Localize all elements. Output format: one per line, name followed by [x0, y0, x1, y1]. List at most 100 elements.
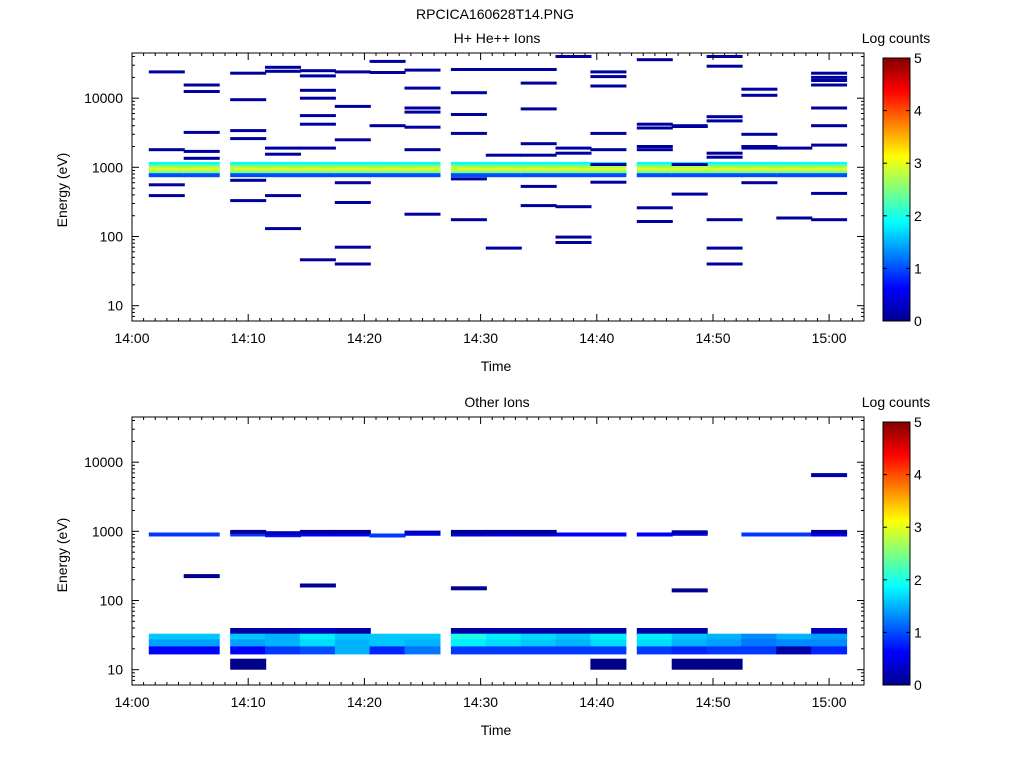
sparse-cell — [811, 71, 848, 75]
low-band-cell — [265, 633, 301, 642]
heatmap-cell — [520, 532, 557, 537]
sparse-cell — [636, 206, 673, 210]
y-tick-label: 10000 — [84, 454, 123, 470]
y-tick-label: 1000 — [92, 159, 123, 175]
band-cell — [183, 161, 220, 166]
sparse-cell — [590, 84, 627, 88]
low-band-cell — [590, 646, 627, 655]
sparse-cell — [671, 192, 708, 196]
sparse-cell — [520, 142, 557, 146]
sparse-cell — [404, 212, 441, 216]
sparse-cell — [811, 83, 848, 87]
heatmap-cell — [671, 530, 708, 535]
colorbar-tick-label: 2 — [914, 208, 922, 224]
sparse-cell — [811, 79, 848, 82]
sparse-cell — [265, 146, 301, 150]
heatmap-cell — [636, 532, 673, 537]
colorbar-label-h-he-ions: Log counts — [862, 30, 931, 46]
band-cell — [671, 173, 708, 178]
sparse-cell — [741, 93, 778, 97]
sparse-cell — [148, 194, 185, 198]
low-band-cell — [334, 646, 371, 655]
sparse-cell — [450, 91, 487, 95]
sparse-cell — [590, 180, 627, 184]
sparse-cell — [450, 113, 487, 116]
low-band-cell — [590, 633, 627, 642]
sparse-cell — [811, 191, 848, 195]
x-axis-label-other-ions: Time — [481, 722, 512, 738]
panel-title-other-ions: Other Ions — [464, 394, 529, 410]
sparse-cell — [148, 70, 185, 74]
low-band-cell — [485, 633, 522, 642]
sparse-cell — [636, 122, 673, 126]
sparse-cell — [299, 146, 336, 150]
colorbar-gradient-h-he-ions — [882, 57, 911, 322]
panel-h-he-ions: H+ He++ Ions 14:00 14:10 14:20 14:30 14:40 14… — [54, 30, 930, 374]
heatmap-cell — [369, 533, 406, 538]
colorbar-tick-label: 4 — [914, 103, 922, 119]
sparse-cell — [450, 131, 487, 135]
y-tick-label: 10 — [107, 662, 123, 678]
heatmap-cell — [671, 588, 708, 593]
sparse-cell — [299, 69, 336, 73]
band-cell — [706, 173, 743, 178]
x-tick-label: 14:40 — [579, 330, 614, 346]
low-band-cell — [520, 633, 557, 642]
low-band-cell — [183, 639, 220, 648]
band-cell — [265, 173, 301, 178]
heatmap-cell — [776, 532, 813, 537]
low-band-cell — [299, 628, 336, 636]
plot-frame-h-he-ions — [131, 52, 865, 322]
sparse-cell — [299, 114, 336, 118]
sparse-cell — [590, 148, 627, 152]
sparse-cell — [369, 124, 406, 128]
figure-title: RPCICA160628T14.PNG — [416, 6, 574, 22]
plot-frame-other-ions — [131, 416, 865, 686]
band-cell — [148, 161, 185, 166]
low-band-cell — [450, 639, 487, 648]
sparse-cell — [811, 106, 848, 110]
sparse-cell — [520, 81, 557, 85]
sparse-cell — [811, 75, 848, 79]
low-band-cell — [485, 639, 522, 648]
x-tick-label: 14:20 — [347, 330, 382, 346]
sparse-cell — [404, 148, 441, 152]
sparse-cell — [741, 146, 778, 150]
sparse-cell — [230, 129, 267, 133]
heatmap-cell — [450, 532, 487, 537]
colorbar-tick-label: 2 — [914, 572, 922, 588]
band-cell — [636, 173, 673, 178]
heatmap-cell — [671, 658, 708, 670]
colorbar-tick-label: 0 — [914, 677, 922, 693]
sparse-cell — [590, 131, 627, 135]
sparse-cell — [183, 130, 220, 134]
low-band-cell — [299, 646, 336, 655]
sparse-cell — [265, 194, 301, 198]
low-band-cell — [706, 646, 743, 655]
low-band-cell — [706, 633, 743, 642]
colorbar-tick-label: 1 — [914, 260, 922, 276]
sparse-cell — [636, 148, 673, 152]
low-band-cell — [265, 646, 301, 655]
colorbar-ticks-h-he-ions: 0 1 2 3 4 5 — [883, 50, 922, 329]
sparse-cell — [706, 246, 743, 250]
band-cell — [265, 161, 301, 166]
sparse-cell — [811, 124, 848, 128]
sparse-cell — [671, 163, 708, 166]
band-cell — [555, 173, 592, 178]
sparse-cell — [369, 71, 406, 74]
band-cell — [776, 173, 813, 178]
low-band-cell — [404, 633, 441, 642]
x-tick-label: 14:00 — [114, 330, 149, 346]
sparse-cell — [404, 125, 441, 129]
heatmap-cell — [265, 531, 301, 536]
heatmap-cell — [183, 574, 220, 579]
band-cell — [334, 173, 371, 178]
heatmap-cell — [299, 532, 336, 537]
heatmap-cell — [520, 529, 557, 534]
band-cell — [404, 161, 441, 166]
band-cell — [299, 173, 336, 178]
heatmap-cell — [404, 530, 441, 535]
sparse-cell — [741, 145, 778, 148]
low-band-cell — [590, 639, 627, 648]
